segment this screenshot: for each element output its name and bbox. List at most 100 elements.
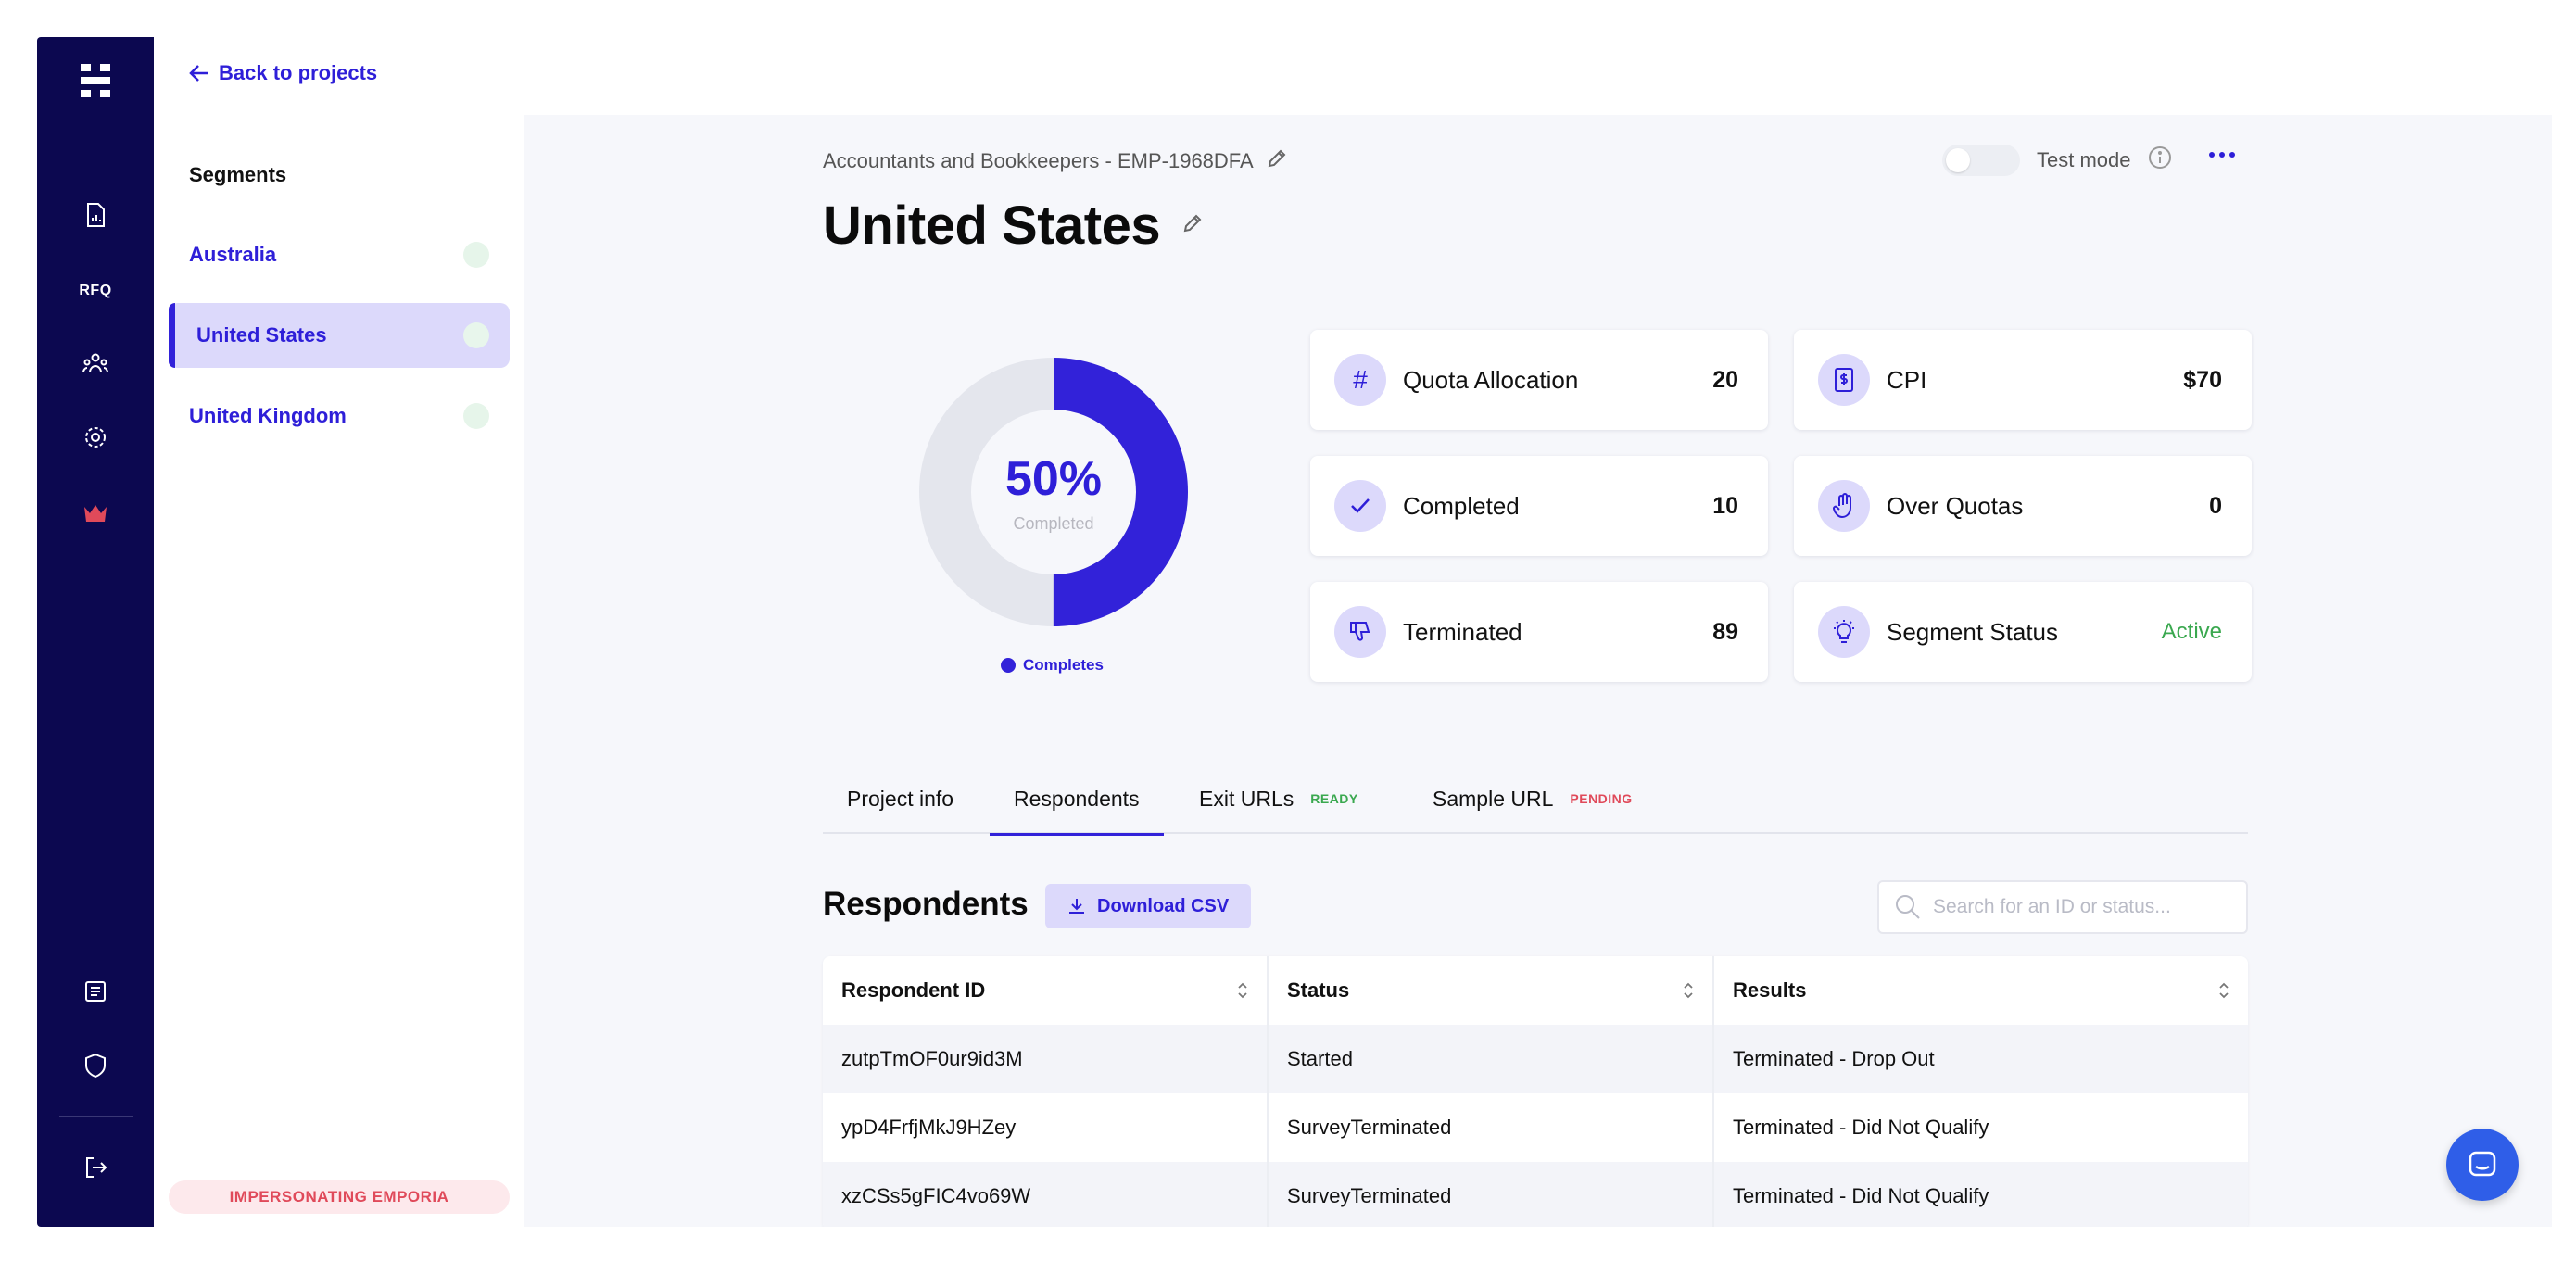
respondent-id-cell: ypD4FrfjMkJ9HZey — [823, 1093, 1269, 1162]
report-icon[interactable] — [37, 196, 154, 233]
segment-label: United States — [196, 323, 327, 347]
column-header-respondent-id[interactable]: Respondent ID — [823, 956, 1269, 1025]
rail-divider — [59, 1116, 133, 1117]
download-label: Download CSV — [1097, 895, 1230, 916]
stat-label: Segment Status — [1887, 617, 2058, 646]
download-csv-button[interactable]: Download CSV — [1045, 884, 1252, 928]
check-icon — [1334, 480, 1386, 532]
download-icon — [1069, 899, 1084, 914]
top-strip — [524, 37, 2552, 115]
segment-item-australia[interactable]: Australia — [169, 222, 510, 287]
column-header-results[interactable]: Results — [1714, 956, 2248, 1025]
segment-item-united-kingdom[interactable]: United Kingdom — [169, 384, 510, 448]
respondent-id-cell: zutpTmOF0ur9id3M — [823, 1025, 1269, 1093]
column-label: Results — [1733, 978, 1807, 1002]
sort-icon[interactable] — [2218, 982, 2229, 999]
app-logo-icon[interactable] — [37, 59, 154, 102]
stat-card-completed: Completed 10 — [1310, 456, 1768, 556]
segment-tabs: Project info Respondents Exit URLs READY… — [823, 764, 2248, 836]
users-icon[interactable] — [37, 345, 154, 382]
stat-card-terminated: Terminated 89 — [1310, 582, 1768, 682]
search-input[interactable] — [1933, 896, 2229, 918]
hand-icon — [1818, 480, 1870, 532]
stat-card-quota-allocation: # Quota Allocation 20 — [1310, 330, 1768, 430]
stat-card-segment-status: Segment Status Active — [1794, 582, 2252, 682]
status-cell: SurveyTerminated — [1269, 1093, 1714, 1162]
respondent-id-cell: xzCSs5gFIC4vo69W — [823, 1162, 1269, 1227]
impersonation-banner: IMPERSONATING EMPORIA — [169, 1180, 510, 1214]
respondents-table: Respondent ID Status Results zutpTmOF0ur… — [823, 956, 2248, 1227]
segment-status-dot — [463, 403, 489, 429]
legend-swatch — [1001, 658, 1016, 673]
segments-heading: Segments — [189, 163, 287, 186]
search-icon — [1896, 895, 1920, 919]
respondents-heading: Respondents — [823, 886, 1029, 922]
stat-label: CPI — [1887, 365, 1927, 394]
test-mode-label: Test mode — [2037, 148, 2131, 171]
icon-rail: RFQ — [37, 37, 154, 1227]
results-cell: Terminated - Drop Out — [1733, 1047, 1935, 1070]
respondent-search — [1877, 880, 2248, 934]
column-label: Respondent ID — [841, 978, 986, 1002]
more-options-icon[interactable] — [2203, 146, 2241, 163]
shield-icon[interactable] — [37, 1047, 154, 1084]
completion-percent: 50% — [1004, 451, 1103, 506]
stat-value: 10 — [1712, 492, 1738, 519]
test-mode-control: Test mode — [1942, 145, 2172, 176]
stat-card-cpi: CPI $70 — [1794, 330, 2252, 430]
stat-label: Over Quotas — [1887, 491, 2024, 520]
back-to-projects-link[interactable]: Back to projects — [189, 61, 377, 85]
stat-label: Completed — [1403, 491, 1520, 520]
info-icon[interactable] — [2148, 145, 2172, 175]
docs-icon[interactable] — [37, 973, 154, 1010]
segment-status-dot — [463, 242, 489, 268]
logout-icon[interactable] — [37, 1149, 154, 1186]
completion-donut: 50% Completed — [919, 358, 1188, 626]
stat-value: 89 — [1712, 618, 1738, 645]
thumbs-down-icon — [1334, 606, 1386, 658]
arrow-left-icon — [189, 65, 208, 82]
hash-icon: # — [1334, 354, 1386, 406]
rfq-label: RFQ — [79, 283, 112, 298]
test-mode-toggle[interactable] — [1942, 145, 2020, 176]
completion-sublabel: Completed — [1013, 513, 1094, 533]
tab-exit-urls[interactable]: Exit URLs READY — [1199, 764, 1358, 834]
segment-status-dot — [463, 322, 489, 348]
edit-project-pencil-icon[interactable] — [1267, 148, 1287, 174]
tab-project-info[interactable]: Project info — [847, 764, 953, 834]
crown-icon[interactable] — [37, 495, 154, 532]
table-row[interactable]: xzCSs5gFIC4vo69W SurveyTerminated Termin… — [823, 1162, 2248, 1227]
tab-sample-url[interactable]: Sample URL PENDING — [1433, 764, 1633, 834]
back-label: Back to projects — [219, 61, 378, 84]
settings-gear-icon[interactable] — [37, 419, 154, 456]
tab-label: Sample URL — [1433, 786, 1554, 811]
segment-status-value: Active — [2161, 619, 2222, 644]
sort-icon[interactable] — [1237, 982, 1248, 999]
tab-label: Project info — [847, 786, 954, 811]
tab-label: Exit URLs — [1199, 786, 1294, 811]
segment-label: Australia — [189, 243, 277, 266]
sort-icon[interactable] — [1683, 982, 1694, 999]
stat-value: 20 — [1712, 366, 1738, 393]
rfq-link[interactable]: RFQ — [37, 272, 154, 309]
table-row[interactable]: zutpTmOF0ur9id3M Started Terminated - Dr… — [823, 1025, 2248, 1093]
segment-item-united-states[interactable]: United States — [169, 303, 510, 368]
donut-progress-arc — [919, 358, 1188, 626]
edit-title-pencil-icon[interactable] — [1182, 213, 1203, 238]
stat-value: $70 — [2183, 366, 2222, 393]
chat-support-icon[interactable] — [2446, 1129, 2519, 1201]
page-title: United States — [823, 195, 1203, 257]
lightbulb-icon — [1818, 606, 1870, 658]
status-badge: READY — [1310, 791, 1358, 806]
results-cell: Terminated - Did Not Qualify — [1733, 1184, 1989, 1207]
tab-respondents[interactable]: Respondents — [990, 764, 1164, 836]
column-header-status[interactable]: Status — [1269, 956, 1714, 1025]
segment-title: United States — [823, 196, 1161, 256]
dollar-icon — [1818, 354, 1870, 406]
main-content: Accountants and Bookkeepers - EMP-1968DF… — [524, 115, 2552, 1227]
table-row[interactable]: ypD4FrfjMkJ9HZey SurveyTerminated Termin… — [823, 1093, 2248, 1162]
stat-label: Quota Allocation — [1403, 365, 1579, 394]
column-label: Status — [1287, 978, 1350, 1002]
project-name: Accountants and Bookkeepers - EMP-1968DF… — [823, 149, 1254, 172]
stat-card-over-quotas: Over Quotas 0 — [1794, 456, 2252, 556]
